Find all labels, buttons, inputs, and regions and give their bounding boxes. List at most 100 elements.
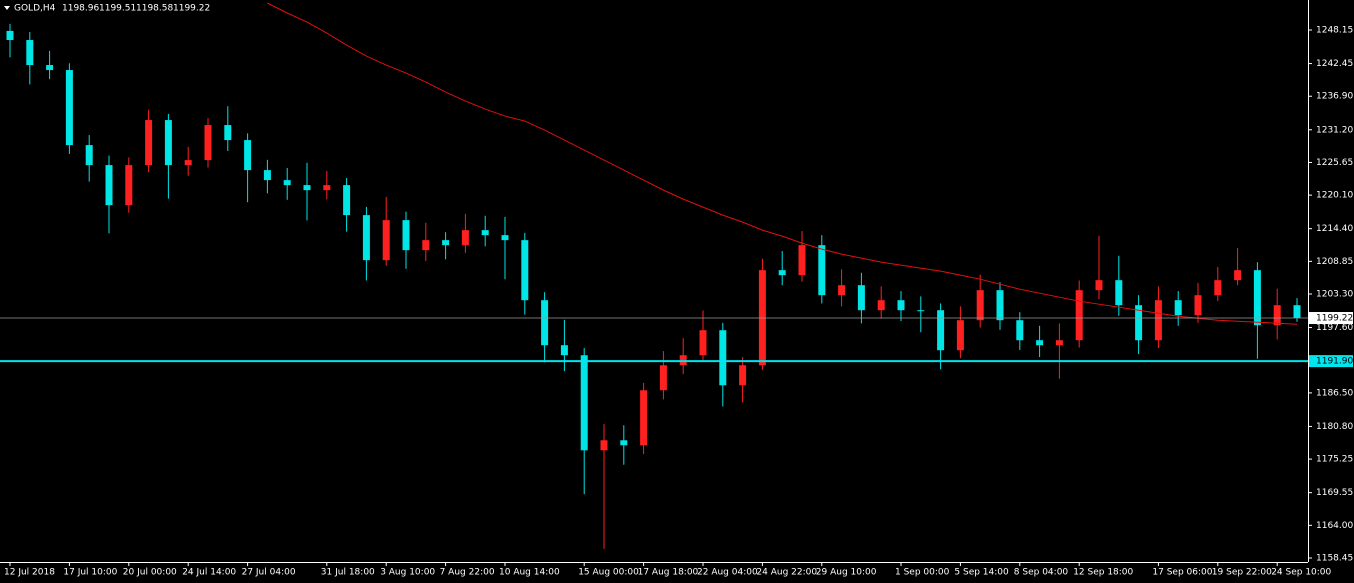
candle-body	[244, 140, 252, 171]
x-tick-label: 22 Aug 04:00	[697, 568, 758, 578]
candle-body	[857, 285, 865, 311]
y-tick-label: 1208.85	[1316, 257, 1353, 267]
candle-body	[105, 165, 113, 206]
candle-body	[1055, 340, 1063, 346]
candle-body	[184, 160, 192, 166]
candle-body	[580, 355, 588, 451]
y-tick-label: 1158.45	[1316, 553, 1353, 563]
ohlc-value: 1198.58	[136, 4, 173, 14]
candle-body	[739, 365, 747, 386]
y-tick-label: 1225.65	[1316, 158, 1353, 168]
candle-body	[362, 215, 370, 261]
candle-body	[838, 285, 846, 296]
candle-body	[125, 165, 133, 206]
candle-body	[521, 240, 529, 301]
x-tick-label: 15 Aug 00:00	[578, 568, 639, 578]
candle-body	[145, 120, 153, 166]
x-tick-label: 17 Sep 06:00	[1152, 568, 1212, 578]
candle-body	[1234, 270, 1242, 281]
x-tick-label: 17 Jul 10:00	[63, 568, 117, 578]
candle-body	[897, 300, 905, 311]
candle-body	[204, 125, 212, 161]
candle-body	[719, 330, 727, 386]
level-label-box	[1309, 355, 1353, 368]
candle-body	[501, 235, 509, 241]
candle-body	[1253, 270, 1261, 326]
candle-body	[699, 330, 707, 356]
candle-body	[303, 185, 311, 191]
x-tick-label: 5 Sep 14:00	[954, 568, 1009, 578]
x-tick-label: 19 Sep 22:00	[1212, 568, 1272, 578]
x-tick-label: 20 Jul 00:00	[123, 568, 177, 578]
candle-body	[560, 345, 568, 356]
candle-body	[323, 185, 331, 191]
candle-body	[224, 125, 232, 141]
candle-body	[1016, 320, 1024, 341]
x-tick-label: 31 Jul 18:00	[321, 568, 375, 578]
moving-average	[267, 2, 1298, 325]
candle-body	[877, 300, 885, 311]
candle-body	[600, 440, 608, 451]
candle-body	[343, 185, 351, 216]
y-tick-label: 1186.50	[1316, 388, 1353, 398]
x-tick-label: 12 Jul 2018	[4, 568, 55, 578]
x-tick-label: 29 Aug 10:00	[816, 568, 877, 578]
x-tick-label: 27 Jul 04:00	[242, 568, 296, 578]
x-tick-label: 8 Sep 04:00	[1014, 568, 1069, 578]
candle-body	[283, 180, 291, 186]
y-tick-label: 1214.40	[1316, 224, 1353, 234]
candle-body	[85, 145, 93, 166]
candle-body	[996, 290, 1004, 321]
y-tick-label: 1242.45	[1316, 59, 1353, 69]
candle-body	[164, 120, 172, 166]
ohlc-value: 1199.22	[173, 4, 210, 14]
candle-body	[382, 220, 390, 261]
x-tick-label: 1 Sep 00:00	[895, 568, 950, 578]
candle-body	[422, 240, 430, 251]
y-tick-label: 1231.20	[1316, 125, 1353, 135]
x-tick-label: 24 Sep 10:00	[1271, 568, 1331, 578]
candle-body	[1036, 340, 1044, 346]
candle-body	[917, 310, 925, 312]
candle-body	[541, 300, 549, 346]
y-tick-label: 1203.30	[1316, 290, 1353, 300]
candle-body	[956, 320, 964, 351]
candle-body	[818, 245, 826, 296]
candle-body	[46, 65, 54, 71]
candle-body	[1154, 300, 1162, 341]
ohlc-value: 1198.96	[62, 4, 99, 14]
candle-body	[1115, 280, 1123, 306]
candle-body	[1174, 300, 1182, 316]
candle-body	[1293, 305, 1301, 319]
candle-body	[481, 230, 489, 236]
candle-body	[461, 230, 469, 246]
candle-body	[1095, 280, 1103, 291]
candle-body	[937, 310, 945, 351]
candle-body	[263, 170, 271, 181]
candle-body	[798, 245, 806, 276]
candle-body	[659, 365, 667, 391]
y-tick-label: 1180.80	[1316, 422, 1353, 432]
candle-body	[1194, 295, 1202, 316]
y-tick-label: 1197.60	[1316, 323, 1353, 333]
x-tick-label: 3 Aug 10:00	[380, 568, 435, 578]
candle-body	[65, 70, 73, 146]
candle-body	[1214, 280, 1222, 296]
candle-body	[976, 290, 984, 321]
menu-icon[interactable]	[4, 6, 10, 10]
y-tick-label: 1236.90	[1316, 92, 1353, 102]
candle-body	[402, 220, 410, 251]
candle-body	[1135, 305, 1143, 341]
candle-body	[640, 390, 648, 446]
candle-body	[778, 270, 786, 276]
candle-body	[6, 30, 14, 41]
x-tick-label: 17 Aug 18:00	[638, 568, 699, 578]
ohlc-value: 1199.51	[99, 4, 136, 14]
x-tick-label: 24 Aug 22:00	[756, 568, 817, 578]
y-tick-label: 1169.55	[1316, 488, 1353, 498]
level-label: 1191.90	[1316, 357, 1353, 367]
y-tick-label: 1220.10	[1316, 191, 1353, 201]
